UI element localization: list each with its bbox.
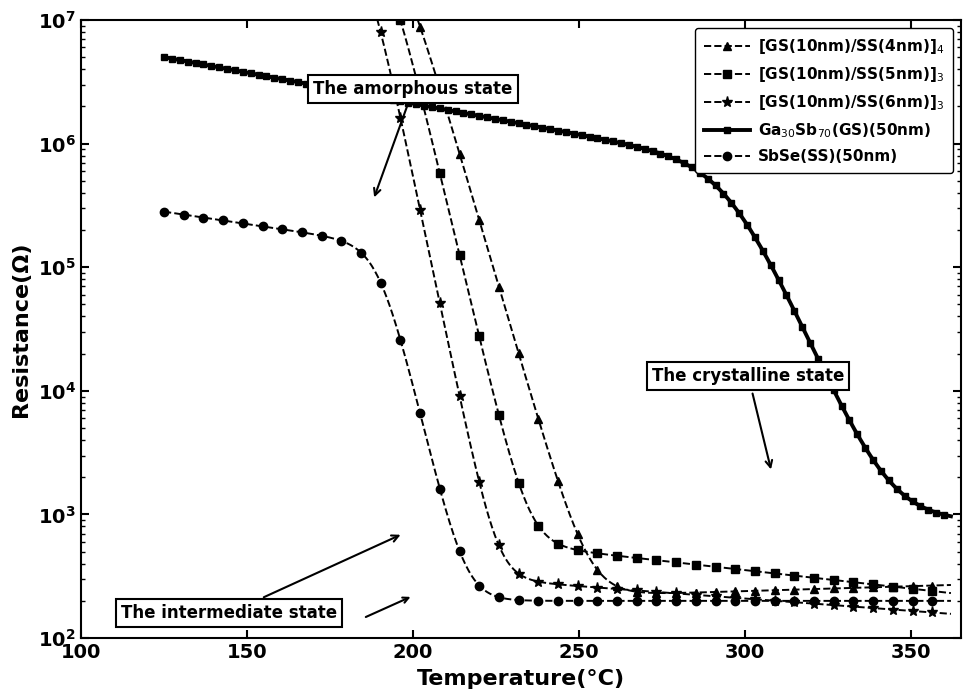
SbSe(SS)(50nm) [862, 596, 874, 605]
Ga$_{30}$Sb$_{70}$(GS)(50nm) [206, 62, 218, 70]
[GS(10nm)/SS(6nm)]$_3$ [659, 589, 671, 597]
SbSe(SS)(50nm) [158, 207, 170, 216]
[GS(10nm)/SS(6nm)]$_3$ [945, 610, 956, 618]
Ga$_{30}$Sb$_{70}$(GS)(50nm) [659, 151, 671, 160]
[GS(10nm)/SS(4nm)]$_4$ [756, 587, 768, 595]
X-axis label: Temperature(°C): Temperature(°C) [417, 669, 625, 689]
[GS(10nm)/SS(5nm)]$_3$ [836, 577, 848, 585]
SbSe(SS)(50nm) [836, 596, 848, 605]
Ga$_{30}$Sb$_{70}$(GS)(50nm) [945, 512, 956, 521]
Y-axis label: Resistance(Ω): Resistance(Ω) [11, 241, 31, 416]
[GS(10nm)/SS(4nm)]$_4$ [636, 588, 647, 596]
[GS(10nm)/SS(4nm)]$_4$ [945, 581, 956, 589]
Line: [GS(10nm)/SS(6nm)]$_3$: [GS(10nm)/SS(6nm)]$_3$ [158, 0, 956, 620]
[GS(10nm)/SS(4nm)]$_4$ [837, 584, 849, 592]
Line: Ga$_{30}$Sb$_{70}$(GS)(50nm): Ga$_{30}$Sb$_{70}$(GS)(50nm) [160, 54, 955, 519]
Ga$_{30}$Sb$_{70}$(GS)(50nm) [636, 144, 647, 153]
SbSe(SS)(50nm) [636, 596, 647, 605]
[GS(10nm)/SS(5nm)]$_3$ [659, 557, 671, 566]
[GS(10nm)/SS(5nm)]$_3$ [636, 554, 647, 563]
Ga$_{30}$Sb$_{70}$(GS)(50nm) [615, 139, 627, 147]
SbSe(SS)(50nm) [945, 596, 956, 605]
Line: [GS(10nm)/SS(5nm)]$_3$: [GS(10nm)/SS(5nm)]$_3$ [160, 0, 955, 597]
[GS(10nm)/SS(4nm)]$_4$ [661, 589, 673, 597]
SbSe(SS)(50nm) [659, 596, 671, 605]
Line: [GS(10nm)/SS(4nm)]$_4$: [GS(10nm)/SS(4nm)]$_4$ [160, 0, 955, 597]
SbSe(SS)(50nm) [206, 215, 218, 223]
[GS(10nm)/SS(4nm)]$_4$ [658, 589, 670, 597]
[GS(10nm)/SS(6nm)]$_3$ [755, 596, 767, 604]
[GS(10nm)/SS(5nm)]$_3$ [945, 589, 956, 597]
Text: The amorphous state: The amorphous state [313, 80, 513, 195]
[GS(10nm)/SS(5nm)]$_3$ [615, 552, 627, 561]
[GS(10nm)/SS(6nm)]$_3$ [836, 601, 848, 610]
[GS(10nm)/SS(4nm)]$_4$ [615, 584, 627, 592]
[GS(10nm)/SS(6nm)]$_3$ [615, 585, 627, 594]
Legend: [GS(10nm)/SS(4nm)]$_4$, [GS(10nm)/SS(5nm)]$_3$, [GS(10nm)/SS(6nm)]$_3$, Ga$_{30}: [GS(10nm)/SS(4nm)]$_4$, [GS(10nm)/SS(5nm… [695, 28, 954, 174]
Ga$_{30}$Sb$_{70}$(GS)(50nm) [158, 53, 170, 62]
Ga$_{30}$Sb$_{70}$(GS)(50nm) [755, 243, 767, 251]
Text: The intermediate state: The intermediate state [121, 536, 399, 622]
Text: The crystalline state: The crystalline state [652, 367, 845, 467]
Ga$_{30}$Sb$_{70}$(GS)(50nm) [836, 401, 848, 410]
Line: SbSe(SS)(50nm): SbSe(SS)(50nm) [160, 207, 955, 605]
[GS(10nm)/SS(6nm)]$_3$ [636, 587, 647, 595]
SbSe(SS)(50nm) [755, 596, 767, 605]
[GS(10nm)/SS(5nm)]$_3$ [755, 568, 767, 576]
SbSe(SS)(50nm) [615, 596, 627, 605]
